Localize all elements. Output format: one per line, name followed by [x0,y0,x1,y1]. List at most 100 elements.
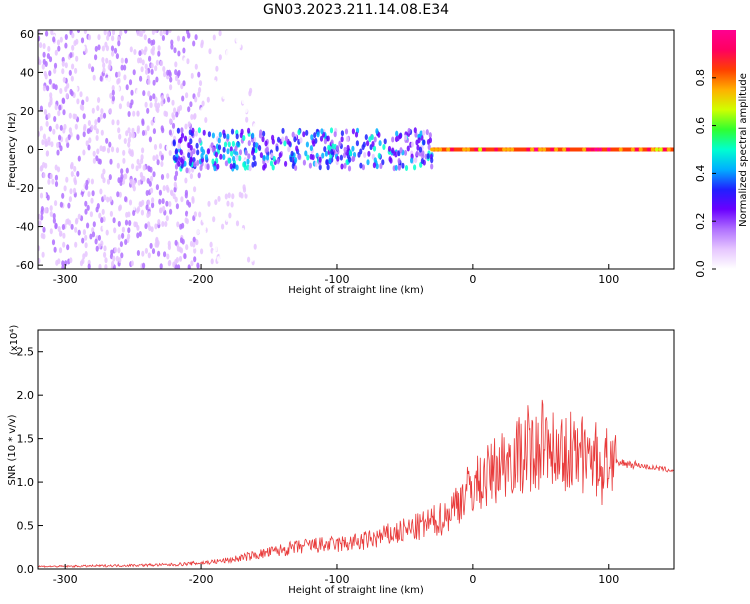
heatmap-cell [224,193,228,200]
heatmap-cell [168,150,172,156]
heatmap-cell [82,229,86,236]
heatmap-cell [227,192,231,199]
heatmap-cell [160,125,164,132]
heatmap-cell [210,86,214,93]
heatmap-cell [242,237,246,244]
heatmap-cell [127,233,131,240]
heatmap-cell [73,165,77,172]
colorbar-tick-label: 0.6 [694,117,707,135]
heatmap-feature [172,127,434,172]
heatmap-cell [119,176,123,183]
heatmap-cell [143,49,147,56]
heatmap-cell [160,174,165,180]
heatmap-cell [642,147,647,152]
heatmap-cell [56,142,60,148]
heatmap-cell [359,162,363,169]
heatmap-cell [240,128,244,135]
x-tick-label: -200 [189,273,214,286]
heatmap-cell [116,78,120,85]
heatmap-cell [248,165,252,172]
heatmap-cell [148,136,152,143]
heatmap-cell [208,102,212,109]
heatmap-cell [229,95,233,102]
heatmap-cell [208,225,212,232]
heatmap-cell [175,111,179,118]
heatmap-cell [38,59,42,66]
heatmap-cell [154,65,158,72]
heatmap-cell [312,140,316,147]
heatmap-cell [281,127,285,134]
heatmap-cell [158,143,163,150]
heatmap-cell [329,127,334,134]
heatmap-cell [102,112,107,119]
heatmap-cell [622,147,627,152]
heatmap-cell [86,204,90,211]
heatmap-cell [86,128,90,135]
heatmap-cell [118,257,122,264]
heatmap-cell [415,150,419,157]
heatmap-cell [192,148,196,155]
heatmap-cell [118,133,122,140]
heatmap-cell [138,50,142,57]
heatmap-cell [102,177,106,184]
heatmap-cell [226,200,230,207]
heatmap-cell [47,139,51,146]
heatmap-cell [136,89,140,96]
heatmap-cell [177,106,181,113]
heatmap-cell [219,153,223,160]
heatmap-cell [180,127,184,134]
heatmap-cell [128,132,133,138]
heatmap-cell [233,207,237,214]
heatmap-cell [103,251,107,258]
heatmap-cell [90,124,94,131]
heatmap-cell [232,155,236,162]
heatmap-cell [244,128,248,135]
heatmap-cell [198,137,202,144]
heatmap-cell [154,116,158,123]
heatmap-cell [84,242,88,249]
heatmap-cell [129,178,133,185]
heatmap-cell [381,159,385,166]
heatmap-cell [59,36,63,43]
heatmap-cell [242,135,246,141]
heatmap-cell [116,162,120,169]
heatmap-cell [134,221,138,228]
heatmap-cell [147,210,151,217]
heatmap-cell [203,260,207,266]
heatmap-cell [78,194,83,201]
heatmap-cell [106,147,111,154]
heatmap-cell [95,128,99,135]
heatmap-cell [355,140,359,147]
heatmap-cell [228,39,232,46]
heatmap-cell [234,145,238,152]
heatmap-cell [200,124,204,131]
heatmap-cell [92,150,96,157]
heatmap-cell [153,144,158,150]
heatmap-cell [147,78,151,85]
heatmap-cell [202,186,206,192]
heatmap-cell [478,147,483,152]
heatmap-cell [238,149,243,156]
heatmap-cell [246,72,250,79]
heatmap-cell [126,101,130,108]
heatmap-cell [538,147,543,152]
heatmap-cell [395,130,399,137]
heatmap-cell [239,33,243,40]
heatmap-cell [137,179,141,186]
heatmap-cell [54,164,58,171]
heatmap-cell [450,147,455,152]
heatmap-cell [206,96,210,103]
heatmap-cell [179,223,183,230]
heatmap-cell [205,89,209,96]
heatmap-cell [207,131,211,138]
heatmap-cell [145,68,149,75]
heatmap-cell [106,178,111,185]
heatmap-cell [230,128,235,135]
heatmap-cell [225,49,229,56]
heatmap-cell [309,145,313,152]
heatmap-cell [130,99,134,106]
heatmap-cell [237,236,241,243]
heatmap-cell [72,187,77,194]
heatmap-cell [149,166,153,173]
heatmap-cell [235,154,239,161]
